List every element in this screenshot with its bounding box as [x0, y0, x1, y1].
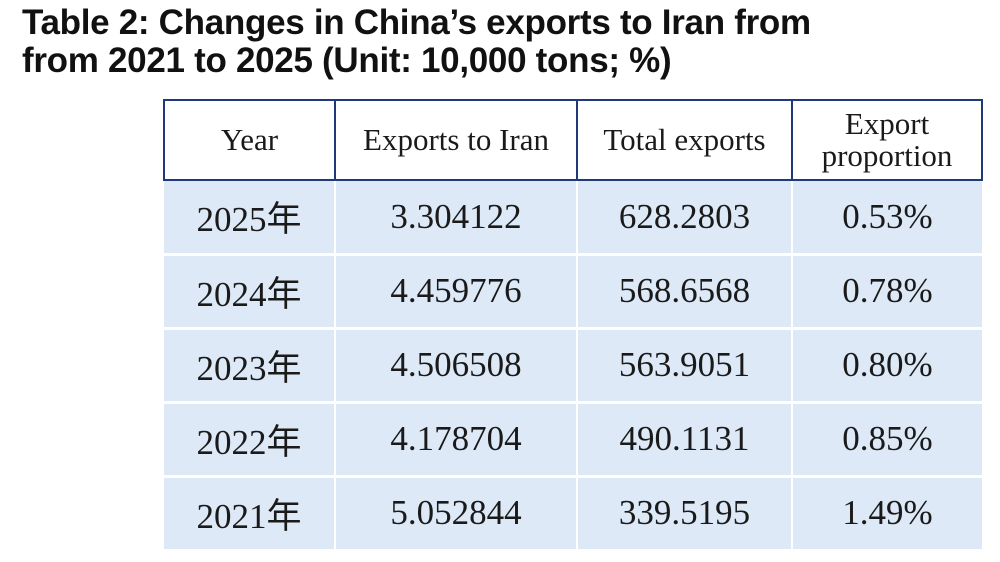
- header-year: Year: [163, 99, 336, 181]
- table-row: 2023年 4.506508 563.9051 0.80%: [164, 328, 982, 404]
- cell-year: 2023年: [164, 328, 336, 404]
- cell-total-exports: 563.9051: [576, 328, 793, 404]
- cell-export-proportion: 0.80%: [791, 328, 982, 404]
- header-total-exports: Total exports: [576, 99, 793, 181]
- table-row: 2021年 5.052844 339.5195 1.49%: [164, 476, 982, 552]
- chart-title: Table 2: Changes in China’s exports to I…: [22, 4, 992, 80]
- exports-table: Year Exports to Iran Total exports Expor…: [163, 99, 983, 552]
- cell-export-proportion: 0.78%: [791, 254, 982, 330]
- cell-exports-to-iran: 4.459776: [334, 254, 578, 330]
- cell-exports-to-iran: 3.304122: [334, 180, 578, 256]
- table-row: 2022年 4.178704 490.1131 0.85%: [164, 402, 982, 478]
- cell-year: 2021年: [164, 476, 336, 552]
- cell-year: 2024年: [164, 254, 336, 330]
- cell-exports-to-iran: 4.506508: [334, 328, 578, 404]
- cell-year: 2025年: [164, 180, 336, 256]
- cell-total-exports: 490.1131: [576, 402, 793, 478]
- cell-total-exports: 568.6568: [576, 254, 793, 330]
- cell-export-proportion: 0.85%: [791, 402, 982, 478]
- cell-total-exports: 339.5195: [576, 476, 793, 552]
- cell-total-exports: 628.2803: [576, 180, 793, 256]
- cell-year: 2022年: [164, 402, 336, 478]
- cell-exports-to-iran: 5.052844: [334, 476, 578, 552]
- cell-export-proportion: 0.53%: [791, 180, 982, 256]
- table-container: Year Exports to Iran Total exports Expor…: [163, 99, 983, 552]
- cell-export-proportion: 1.49%: [791, 476, 982, 552]
- header-export-proportion: Export proportion: [791, 99, 983, 181]
- header-row: Year Exports to Iran Total exports Expor…: [163, 99, 983, 181]
- title-line-1: Table 2: Changes in China’s exports to I…: [22, 3, 811, 42]
- title-line-2: from 2021 to 2025 (Unit: 10,000 tons; %): [22, 41, 672, 80]
- cell-exports-to-iran: 4.178704: [334, 402, 578, 478]
- table-row: 2024年 4.459776 568.6568 0.78%: [164, 254, 982, 330]
- header-exports-to-iran: Exports to Iran: [334, 99, 578, 181]
- table-row: 2025年 3.304122 628.2803 0.53%: [164, 180, 982, 256]
